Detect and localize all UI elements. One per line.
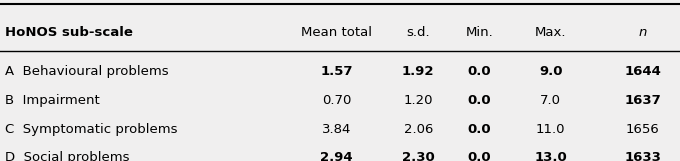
Text: 0.0: 0.0 <box>468 151 491 161</box>
Text: 2.06: 2.06 <box>403 123 433 136</box>
Text: 1.57: 1.57 <box>320 65 353 78</box>
Text: 7.0: 7.0 <box>541 94 561 107</box>
Text: Min.: Min. <box>466 26 493 39</box>
Text: 1.92: 1.92 <box>402 65 435 78</box>
Text: HoNOS sub-scale: HoNOS sub-scale <box>5 26 133 39</box>
Text: 1644: 1644 <box>624 65 661 78</box>
Text: n: n <box>639 26 647 39</box>
Text: 13.0: 13.0 <box>534 151 567 161</box>
Text: 0.0: 0.0 <box>468 123 491 136</box>
Text: 0.70: 0.70 <box>322 94 352 107</box>
Text: Max.: Max. <box>535 26 566 39</box>
Text: 1656: 1656 <box>626 123 660 136</box>
Text: 1633: 1633 <box>624 151 661 161</box>
Text: 1.20: 1.20 <box>403 94 433 107</box>
Text: 11.0: 11.0 <box>536 123 566 136</box>
Text: 3.84: 3.84 <box>322 123 352 136</box>
Text: 0.0: 0.0 <box>468 94 491 107</box>
Text: s.d.: s.d. <box>407 26 430 39</box>
Text: D  Social problems: D Social problems <box>5 151 130 161</box>
Text: A  Behavioural problems: A Behavioural problems <box>5 65 169 78</box>
Text: B  Impairment: B Impairment <box>5 94 100 107</box>
Text: C  Symptomatic problems: C Symptomatic problems <box>5 123 178 136</box>
Text: 0.0: 0.0 <box>468 65 491 78</box>
Text: Mean total: Mean total <box>301 26 372 39</box>
Text: 2.94: 2.94 <box>320 151 353 161</box>
Text: 9.0: 9.0 <box>539 65 562 78</box>
Text: 2.30: 2.30 <box>402 151 435 161</box>
Text: 1637: 1637 <box>624 94 661 107</box>
